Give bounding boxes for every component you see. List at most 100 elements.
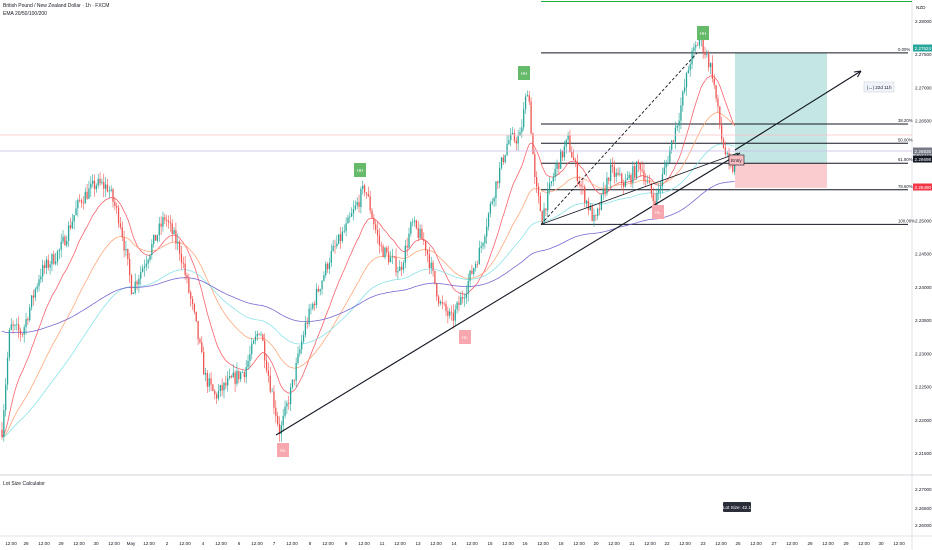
candle-body bbox=[275, 407, 277, 416]
candle-body bbox=[84, 191, 86, 204]
candle-body bbox=[719, 106, 721, 126]
x-tick-label: 12:00 bbox=[38, 541, 50, 546]
candle-body bbox=[277, 415, 279, 425]
candle-body bbox=[471, 270, 473, 274]
candle-body bbox=[341, 231, 344, 242]
candle-body bbox=[178, 241, 181, 254]
candle-body bbox=[511, 132, 514, 134]
candle-body bbox=[18, 324, 20, 331]
x-tick-label: 22 bbox=[664, 541, 670, 546]
candle-body bbox=[32, 295, 35, 298]
candle-body bbox=[319, 289, 321, 292]
candle-body bbox=[482, 242, 484, 247]
candle-body bbox=[437, 296, 440, 304]
candle-body bbox=[93, 180, 96, 190]
candle-body bbox=[432, 262, 434, 271]
x-tick-label: 28 bbox=[23, 541, 29, 546]
swing-labels: HH HH HH HL HL HL bbox=[277, 26, 709, 457]
candle-body bbox=[449, 311, 451, 316]
candle-body bbox=[408, 233, 410, 248]
candle-body bbox=[678, 120, 680, 126]
candle-body bbox=[523, 109, 525, 128]
candle-body bbox=[388, 252, 390, 263]
x-tick-label: 12:00 bbox=[179, 541, 191, 546]
candle-body bbox=[358, 202, 360, 207]
candle-body bbox=[34, 288, 36, 298]
candle-body bbox=[502, 157, 504, 163]
candle-body bbox=[513, 132, 516, 141]
candle-body bbox=[356, 202, 358, 206]
candle-body bbox=[223, 382, 225, 391]
candle-body bbox=[608, 177, 610, 181]
candle-body bbox=[376, 229, 379, 236]
candle-body bbox=[53, 254, 55, 264]
candle-body bbox=[663, 167, 665, 175]
candle-body bbox=[302, 335, 305, 342]
price-label: 2.26698 bbox=[915, 157, 932, 162]
candle-body bbox=[404, 245, 406, 263]
candle-body bbox=[284, 406, 286, 416]
candle-body bbox=[132, 292, 134, 295]
swing-label-box bbox=[697, 26, 709, 40]
time-axis: 12:00 28 12:00 29 12:00 30 12:00 May 12:00 2 12:00… bbox=[5, 541, 905, 546]
candle-body bbox=[473, 268, 475, 274]
candle-body bbox=[38, 279, 40, 287]
candle-body bbox=[203, 351, 205, 375]
candle-body bbox=[182, 262, 184, 264]
x-tick-label: 11 bbox=[380, 541, 385, 546]
candle-body bbox=[397, 271, 399, 273]
x-tick-label: 12:00 bbox=[108, 541, 120, 546]
lot-pane-y-tick: 2.26500 bbox=[915, 506, 932, 511]
price-label: 2.25490 bbox=[915, 185, 932, 190]
x-tick-label: 14 bbox=[451, 541, 457, 546]
candle-body bbox=[79, 199, 81, 201]
target-zone bbox=[735, 52, 827, 164]
candle-body bbox=[304, 322, 307, 336]
candle-body bbox=[495, 181, 497, 199]
candle-body bbox=[254, 336, 257, 341]
projection-label-box bbox=[863, 81, 895, 93]
candle-body bbox=[532, 133, 534, 155]
candle-body bbox=[108, 190, 110, 192]
candle-body bbox=[352, 208, 355, 214]
candle-body bbox=[497, 181, 499, 184]
candle-body bbox=[66, 240, 68, 246]
x-tick-label: 12:00 bbox=[858, 541, 870, 546]
candle-body bbox=[99, 178, 101, 184]
projection-label: |↔| 22d 11h bbox=[867, 85, 892, 90]
candle-body bbox=[264, 340, 266, 361]
lot-size-calculator-title: Lot Size Calculator bbox=[3, 481, 45, 487]
x-tick-label: 29 bbox=[58, 541, 64, 546]
candle-body bbox=[232, 372, 234, 378]
x-tick-label: 2 bbox=[166, 541, 169, 546]
candle-body bbox=[227, 378, 229, 386]
indicator-legend[interactable]: EMA 20/50/100/200 bbox=[3, 11, 47, 17]
candle-body bbox=[191, 298, 194, 304]
x-tick-label: 12:00 bbox=[358, 541, 370, 546]
y-tick-label: 2.24500 bbox=[915, 252, 932, 257]
fib-label: 0.00% bbox=[898, 47, 910, 52]
candle-body bbox=[158, 223, 160, 236]
candle-body bbox=[671, 140, 673, 150]
candle-body bbox=[521, 127, 523, 133]
candle-body bbox=[508, 140, 510, 144]
candle-body bbox=[321, 280, 323, 290]
candle-body bbox=[5, 384, 7, 411]
candle-body bbox=[621, 173, 623, 183]
candle-body bbox=[589, 206, 591, 211]
x-tick-label: 12:00 bbox=[786, 541, 798, 546]
candle-body bbox=[698, 38, 701, 46]
candle-body bbox=[3, 410, 5, 438]
candle-body bbox=[393, 256, 395, 258]
candle-body bbox=[722, 139, 725, 148]
candle-body bbox=[417, 228, 419, 238]
candle-body bbox=[30, 295, 33, 308]
candle-body bbox=[709, 63, 712, 68]
candle-body bbox=[138, 278, 140, 285]
candle-body bbox=[221, 385, 223, 391]
candle-body bbox=[617, 172, 619, 175]
candle-body bbox=[188, 277, 190, 293]
candle-body bbox=[452, 312, 455, 321]
candle-body bbox=[77, 199, 79, 209]
